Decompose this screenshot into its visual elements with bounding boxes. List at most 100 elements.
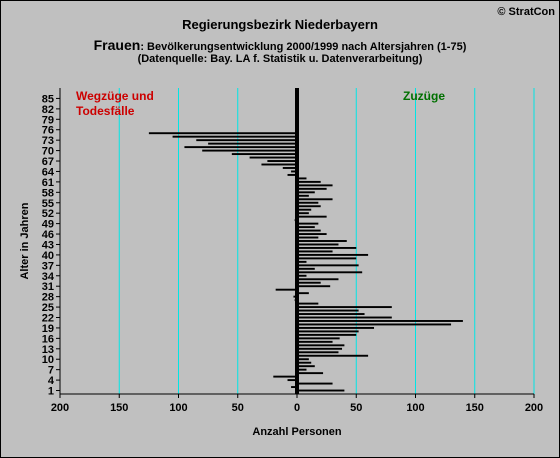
bar-age-38 — [297, 260, 307, 263]
y-tick-label: 49 — [42, 219, 54, 231]
y-tick-label: 55 — [42, 198, 54, 210]
bar-age-55 — [297, 201, 319, 204]
bar-age-20 — [297, 323, 452, 326]
bar-age-34 — [297, 274, 307, 277]
bar-age-23 — [297, 313, 365, 315]
bar-age-39 — [297, 257, 357, 260]
y-tick-label: 31 — [42, 281, 54, 293]
bar-age-30 — [275, 288, 297, 291]
bar-age-10 — [297, 358, 309, 361]
bar-age-48 — [297, 226, 315, 229]
bar-age-63 — [287, 173, 297, 176]
x-axis-label: Anzahl Personen — [252, 426, 342, 438]
y-tick-label: 43 — [42, 239, 54, 251]
bar-age-75 — [148, 132, 297, 135]
bar-age-17 — [297, 333, 357, 336]
y-tick-label: 73 — [42, 135, 54, 147]
bar-age-9 — [297, 361, 312, 364]
bar-age-36 — [297, 267, 315, 270]
bar-age-32 — [297, 281, 321, 284]
y-tick-label: 76 — [42, 125, 54, 137]
chart-title: Regierungsbezirk Niederbayern — [182, 17, 378, 32]
bar-age-35 — [297, 271, 363, 274]
bar-age-64 — [291, 170, 297, 173]
bar-age-43 — [297, 243, 339, 246]
bar-age-61 — [297, 180, 321, 183]
bar-age-70 — [202, 149, 297, 152]
chart-source: (Datenquelle: Bay. LA f. Statistik u. Da… — [137, 53, 423, 65]
bar-age-59 — [297, 187, 327, 190]
bar-age-47 — [297, 229, 321, 232]
bar-age-71 — [184, 146, 297, 149]
bar-age-15 — [297, 340, 333, 343]
y-tick-label: 79 — [42, 114, 54, 126]
annotation-wegzuege-line-2: Todesfälle — [76, 104, 135, 118]
bar-age-65 — [282, 167, 297, 169]
x-tick-label: 200 — [51, 402, 69, 414]
bar-age-2 — [291, 386, 297, 389]
bar-age-74 — [172, 135, 297, 138]
bar-age-40 — [297, 253, 369, 256]
bar-age-11 — [297, 354, 369, 357]
bar-age-62 — [297, 177, 307, 180]
bar-age-5 — [273, 375, 297, 378]
y-tick-label: 52 — [42, 208, 54, 220]
copyright-label: © StratCon — [497, 6, 555, 18]
bar-age-1 — [297, 389, 345, 392]
bar-age-53 — [297, 208, 312, 211]
x-tick-label: 150 — [466, 402, 484, 414]
bar-age-22 — [297, 316, 392, 319]
chart-subtitle: Frauen: Bevölkerungsentwicklung 2000/199… — [0, 37, 560, 55]
y-tick-label: 4 — [48, 375, 55, 387]
x-tick-label: 150 — [110, 402, 128, 414]
y-tick-label: 1 — [48, 386, 54, 398]
bar-age-72 — [208, 142, 297, 145]
bar-age-52 — [297, 212, 309, 215]
bar-age-57 — [297, 194, 309, 197]
subtitle-rest: : Bevölkerungsentwicklung 2000/1999 nach… — [140, 41, 467, 53]
bar-age-25 — [297, 306, 392, 309]
bar-age-14 — [297, 344, 345, 347]
y-tick-label: 85 — [42, 93, 54, 105]
annotation-zuzuege: Zuzüge — [403, 89, 445, 103]
bar-age-19 — [297, 326, 375, 329]
bar-age-3 — [297, 382, 333, 385]
bar-age-51 — [297, 215, 327, 218]
bar-age-8 — [297, 365, 315, 368]
y-tick-label: 28 — [42, 292, 54, 304]
bar-age-60 — [297, 184, 333, 187]
bar-age-18 — [297, 330, 359, 333]
bar-age-6 — [297, 372, 324, 375]
bar-age-29 — [297, 292, 309, 295]
x-tick-label: 50 — [232, 402, 244, 414]
bar-age-41 — [297, 250, 333, 253]
bar-age-37 — [297, 264, 359, 267]
x-tick-label: 100 — [406, 402, 424, 414]
bar-age-26 — [297, 302, 319, 305]
y-tick-label: 16 — [42, 333, 54, 345]
y-axis-label: Alter in Jahren — [19, 202, 31, 279]
bar-age-24 — [297, 309, 359, 312]
annotation-wegzuege-line-1: Wegzüge und — [76, 89, 154, 103]
bar-age-12 — [297, 351, 339, 354]
bar-age-56 — [297, 198, 333, 201]
bar-age-46 — [297, 233, 327, 236]
bar-age-67 — [267, 160, 297, 162]
bar-age-21 — [297, 320, 463, 322]
y-tick-label: 7 — [48, 365, 54, 377]
x-tick-label: 0 — [294, 402, 300, 414]
x-tick-label: 100 — [169, 402, 187, 414]
y-tick-label: 70 — [42, 146, 54, 158]
y-tick-label: 46 — [42, 229, 54, 241]
y-tick-label: 19 — [42, 323, 54, 335]
bar-age-54 — [297, 205, 321, 208]
y-tick-label: 13 — [42, 344, 54, 356]
bar-age-66 — [261, 163, 297, 166]
bar-age-58 — [297, 191, 315, 194]
bar-age-42 — [297, 246, 357, 249]
x-tick-label: 200 — [525, 402, 543, 414]
bar-age-4 — [287, 379, 297, 382]
bar-age-73 — [196, 139, 297, 142]
bar-age-13 — [297, 347, 343, 350]
y-tick-label: 34 — [42, 271, 55, 283]
